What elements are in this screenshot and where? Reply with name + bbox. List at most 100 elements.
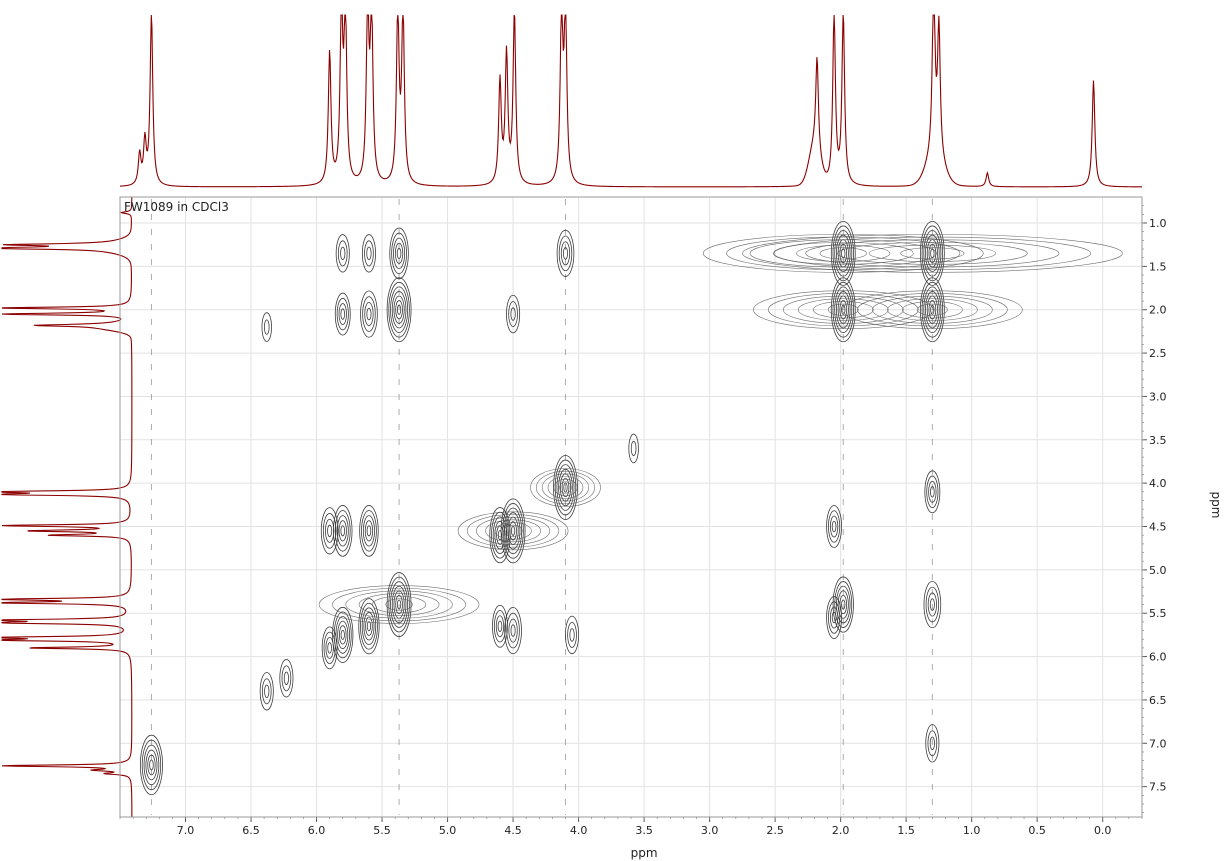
top-1d-projection: [119, 14, 1143, 188]
contour-ring: [323, 631, 336, 665]
contour-ring: [928, 480, 937, 503]
wing-ring: [535, 470, 595, 505]
contour-ring: [389, 227, 409, 280]
x-tick-label: 5.0: [439, 824, 457, 837]
contour-ring: [366, 246, 372, 261]
contour-ring: [921, 225, 944, 282]
contour-ring: [925, 291, 940, 329]
contour-ring: [337, 240, 348, 267]
contour-ring: [489, 507, 511, 564]
y-tick-label: 3.5: [1149, 434, 1167, 447]
cross-peaks: [139, 220, 1123, 796]
sample-label: FW1089 in CDCl3: [124, 200, 229, 214]
contour-ring: [834, 286, 853, 333]
contour-ring: [839, 243, 848, 263]
contour-ring: [396, 247, 402, 259]
contour-ring: [340, 525, 346, 537]
contour-ring: [145, 749, 158, 781]
y-tick-label: 6.5: [1149, 694, 1167, 707]
contour-ring: [141, 739, 162, 791]
wing-ring: [553, 478, 578, 497]
contour-ring: [837, 590, 849, 619]
left-projection-trace: [1, 196, 133, 817]
contour-ring: [919, 220, 945, 286]
contour-ring: [362, 515, 375, 547]
cross-peak: [826, 596, 842, 639]
contour-ring: [829, 606, 839, 629]
contour-ring: [562, 247, 568, 260]
contour-ring: [366, 307, 372, 321]
wing-ring: [742, 234, 1123, 273]
y-tick-label: 7.5: [1149, 781, 1167, 794]
contour-ring: [336, 297, 349, 331]
contour-ring: [149, 759, 154, 771]
x-tick-label: 1.5: [897, 824, 915, 837]
y-tick-label: 5.5: [1149, 607, 1167, 620]
x-axis-title: ppm: [631, 846, 658, 860]
contour-ring: [263, 319, 270, 335]
contour-ring: [826, 596, 842, 639]
contour-ring: [497, 620, 503, 632]
contour-wing: [530, 468, 601, 507]
x-tick-label: 4.0: [570, 824, 588, 837]
contour-ring: [333, 505, 353, 557]
wing-ring: [887, 298, 978, 322]
contour-ring: [395, 595, 403, 615]
contour-ring: [396, 304, 402, 315]
cross-peak: [504, 606, 522, 655]
y-tick-label: 4.0: [1149, 477, 1167, 490]
contour-ring: [366, 525, 372, 537]
contour-ring: [340, 246, 346, 261]
contour-ring: [558, 235, 573, 272]
contour-ring: [388, 281, 410, 338]
cross-peak: [492, 604, 508, 648]
wing-ring: [358, 593, 440, 616]
y-tick-label: 2.0: [1149, 304, 1167, 317]
cross-peak: [359, 505, 379, 557]
contour-ring: [395, 300, 403, 320]
x-tick-label: 1.0: [963, 824, 981, 837]
contour-ring: [333, 611, 352, 659]
y-axis: 1.0 1.5 2.0 2.5 3.0 3.5 4.0 4.5 5.0 5.5 6.0 6.5 7.0 7…: [1142, 205, 1167, 814]
contour-ring: [363, 612, 375, 641]
contour-ring: [560, 241, 571, 266]
contour-ring: [261, 312, 272, 342]
x-tick-label: 2.5: [766, 824, 784, 837]
contour-ring: [925, 586, 940, 623]
wing-ring: [457, 511, 569, 551]
contour-ring: [839, 300, 848, 320]
contour-ring: [567, 621, 577, 648]
cross-peak: [360, 290, 378, 338]
contour-ring: [923, 286, 942, 333]
contour-ring: [841, 304, 846, 315]
contour-ring: [510, 525, 516, 536]
contour-ring: [928, 243, 937, 263]
contour-ring: [509, 521, 517, 541]
contour-ring: [508, 301, 518, 327]
contour-ring: [364, 302, 374, 327]
cross-peak: [628, 433, 639, 464]
wing-ring: [837, 242, 1028, 265]
y-tick-label: 6.0: [1149, 651, 1167, 664]
contour-wing: [742, 234, 1123, 273]
wing-ring: [494, 522, 532, 540]
y-tick-label: 1.0: [1149, 217, 1167, 230]
wing-ring: [485, 519, 541, 543]
cross-peak: [321, 626, 338, 670]
contour-ring: [504, 606, 522, 655]
contour-ring: [325, 518, 335, 543]
contour-ring: [497, 530, 503, 541]
cross-peak: [334, 292, 351, 336]
contour-ring: [836, 291, 851, 329]
contour-ring: [832, 225, 854, 282]
contour-ring: [327, 642, 332, 654]
x-tick-label: 5.5: [373, 824, 391, 837]
contour-ring: [930, 304, 935, 315]
contour-ring: [924, 470, 941, 514]
wing-ring: [476, 516, 551, 545]
contour-ring: [554, 459, 577, 516]
contour-ring: [327, 524, 333, 538]
left-1d-projection: [1, 196, 133, 817]
contour-ring: [826, 505, 842, 548]
